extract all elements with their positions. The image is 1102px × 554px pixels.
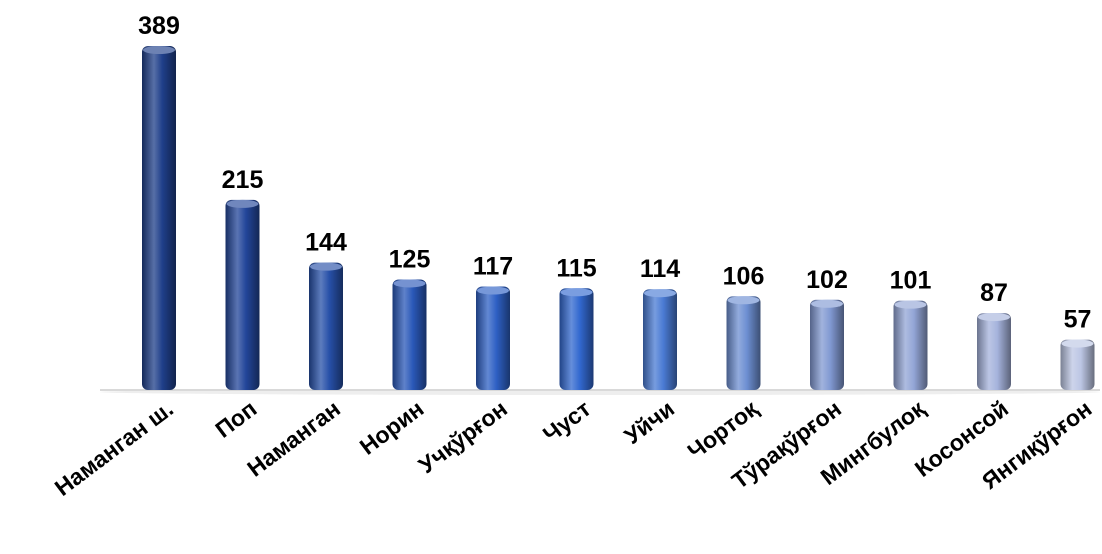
- bar: [643, 289, 677, 390]
- bar-cap: [978, 313, 1010, 322]
- bar: [142, 46, 176, 390]
- value-label: 57: [1064, 306, 1092, 334]
- baseline-group: [100, 389, 1100, 395]
- bar: [726, 296, 761, 390]
- bar-cap: [477, 286, 509, 295]
- bar: [977, 313, 1011, 390]
- bar-cap: [560, 288, 593, 297]
- value-label: 101: [890, 267, 932, 295]
- category-label: Норин: [355, 395, 429, 460]
- category-label: Чуст: [538, 395, 596, 447]
- value-label: 144: [305, 229, 347, 257]
- value-label: 125: [389, 245, 431, 273]
- value-label: 215: [222, 166, 264, 194]
- bar-cap: [393, 279, 426, 288]
- bar-cap: [894, 300, 927, 309]
- bars-group: [142, 46, 1095, 390]
- bar: [810, 299, 844, 390]
- bar: [893, 300, 928, 390]
- category-label: Уйчи: [619, 395, 679, 449]
- bar: [476, 286, 510, 390]
- value-labels-group: 389 215 144 125 117 115 114 106 102 101 87 57: [138, 12, 1091, 334]
- bar: [392, 279, 427, 390]
- value-label: 102: [806, 266, 848, 294]
- bar-cap: [143, 46, 175, 54]
- value-label: 389: [138, 12, 180, 40]
- bar-cap: [644, 289, 676, 298]
- value-label: 87: [980, 279, 1008, 307]
- bar-cap: [310, 262, 342, 271]
- bar: [559, 288, 594, 390]
- value-label: 117: [473, 253, 513, 281]
- bar-cap: [226, 199, 259, 208]
- bar: [225, 199, 260, 390]
- bar-cap: [727, 296, 760, 305]
- category-label: Поп: [210, 395, 261, 443]
- bar-cap: [811, 299, 843, 308]
- category-label: Наманган: [242, 395, 345, 481]
- category-label: Учқўрғон: [414, 395, 512, 478]
- category-label: Наманган ш.: [50, 395, 178, 501]
- value-label: 106: [723, 262, 765, 290]
- value-label: 115: [556, 254, 596, 282]
- bar-cap: [1061, 339, 1094, 348]
- bar: [1060, 339, 1095, 390]
- value-label: 114: [640, 255, 680, 283]
- bar: [309, 262, 343, 390]
